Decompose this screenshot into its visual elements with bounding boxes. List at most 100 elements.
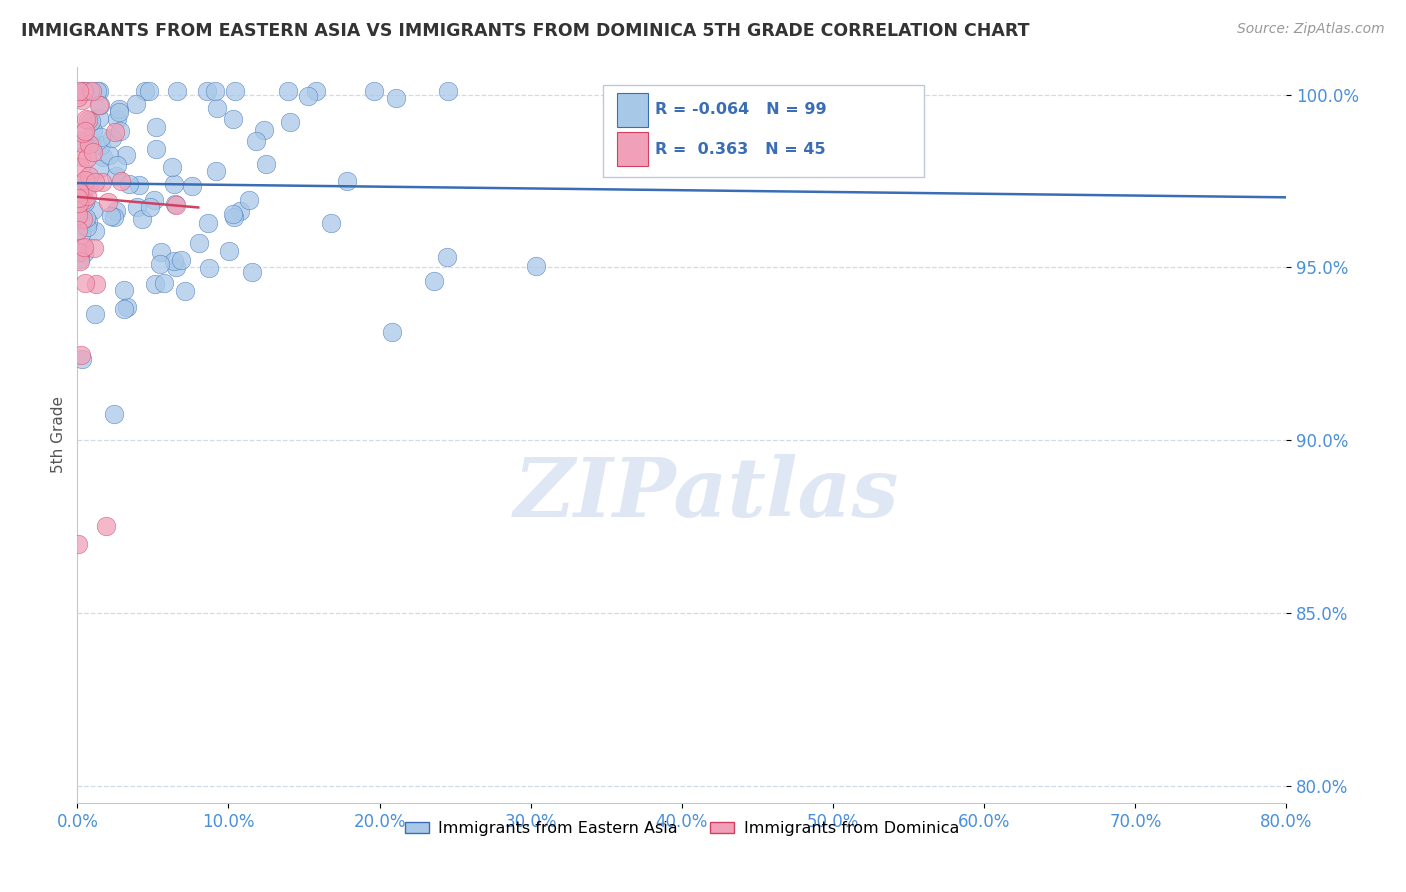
- Point: [385, 90, 408, 104]
- Point: [72, 126, 94, 140]
- Point: [143, 277, 166, 292]
- Point: [75, 112, 97, 126]
- Point: [162, 160, 184, 174]
- Point: [127, 200, 149, 214]
- Point: [91, 151, 114, 165]
- Point: [77, 178, 100, 192]
- Point: [150, 245, 173, 260]
- Point: [69, 177, 91, 191]
- Point: [381, 325, 404, 339]
- Point: [73, 123, 96, 137]
- Point: [163, 196, 186, 211]
- Point: [67, 90, 90, 104]
- Point: [67, 537, 90, 551]
- Point: [77, 169, 100, 183]
- Point: [76, 188, 98, 202]
- Point: [80, 114, 103, 128]
- Point: [108, 124, 131, 138]
- Point: [222, 210, 245, 224]
- Point: [72, 212, 94, 227]
- Point: [69, 160, 91, 174]
- Point: [104, 169, 127, 183]
- Point: [82, 202, 104, 217]
- Point: [82, 145, 104, 160]
- Point: [98, 148, 121, 162]
- Point: [173, 284, 195, 298]
- Point: [153, 276, 176, 290]
- Point: [79, 84, 101, 98]
- Point: [278, 115, 301, 129]
- Point: [118, 177, 141, 191]
- Point: [181, 179, 204, 194]
- Point: [67, 87, 90, 102]
- Point: [104, 124, 127, 138]
- Point: [77, 215, 100, 229]
- Point: [84, 307, 107, 321]
- Point: [73, 84, 96, 98]
- Point: [104, 204, 127, 219]
- Point: [240, 265, 263, 279]
- Point: [105, 112, 128, 126]
- Point: [77, 136, 100, 151]
- Point: [67, 208, 90, 222]
- Point: [73, 179, 96, 194]
- Point: [437, 84, 460, 98]
- Point: [69, 134, 91, 148]
- Point: [80, 136, 103, 151]
- Text: ZIPatlas: ZIPatlas: [513, 454, 898, 533]
- Point: [67, 196, 90, 211]
- Point: [89, 98, 111, 112]
- Point: [114, 148, 136, 162]
- Point: [70, 190, 93, 204]
- Point: [277, 84, 299, 98]
- Point: [166, 84, 188, 98]
- Point: [70, 136, 93, 150]
- Point: [131, 212, 153, 227]
- Point: [87, 162, 110, 177]
- Point: [76, 220, 98, 235]
- Point: [70, 227, 93, 241]
- Point: [80, 84, 103, 98]
- Point: [84, 176, 107, 190]
- Y-axis label: 5th Grade: 5th Grade: [51, 396, 66, 474]
- Point: [110, 174, 132, 188]
- Point: [83, 241, 105, 255]
- Point: [165, 197, 187, 211]
- Point: [87, 111, 110, 125]
- Point: [67, 222, 90, 236]
- Point: [97, 195, 120, 210]
- Point: [76, 152, 98, 166]
- Point: [87, 98, 110, 112]
- Point: [67, 244, 90, 259]
- Point: [86, 84, 108, 98]
- Point: [115, 301, 138, 315]
- Point: [112, 302, 135, 317]
- Text: R =  0.363   N = 45: R = 0.363 N = 45: [655, 142, 825, 157]
- FancyBboxPatch shape: [617, 132, 648, 166]
- Point: [224, 84, 246, 98]
- Point: [69, 253, 91, 268]
- Point: [73, 245, 96, 260]
- FancyBboxPatch shape: [603, 86, 924, 178]
- Point: [229, 204, 252, 219]
- Point: [321, 216, 343, 230]
- Point: [73, 193, 96, 207]
- Point: [149, 257, 172, 271]
- Point: [363, 84, 385, 98]
- Point: [72, 352, 94, 367]
- Point: [94, 519, 117, 533]
- Point: [145, 120, 167, 134]
- Point: [253, 123, 276, 137]
- Point: [67, 191, 90, 205]
- Point: [238, 193, 260, 207]
- Point: [70, 84, 93, 98]
- Point: [197, 216, 219, 230]
- Point: [75, 173, 97, 187]
- Point: [73, 240, 96, 254]
- Point: [77, 113, 100, 128]
- Point: [205, 101, 228, 115]
- Point: [204, 163, 226, 178]
- Point: [163, 254, 186, 268]
- Text: R = -0.064   N = 99: R = -0.064 N = 99: [655, 102, 827, 117]
- Point: [112, 284, 135, 298]
